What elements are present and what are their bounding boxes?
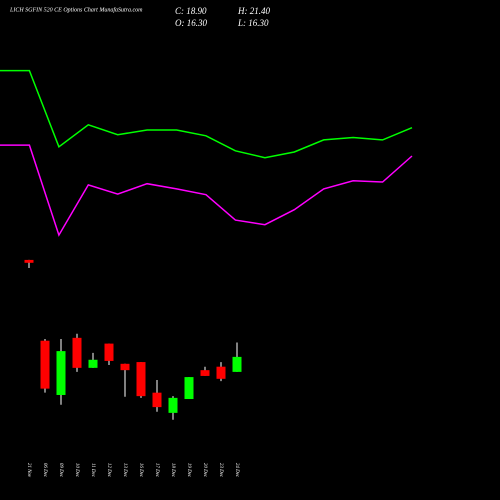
candle-body [184,377,194,400]
info-high: H: 21.40 [237,6,270,16]
x-tick-label: 24 Dec [234,463,239,478]
x-tick-label: 06 Dec [42,463,47,478]
x-tick-label: 17 Dec [154,463,159,478]
candle-body [88,359,98,368]
x-tick-label: 09 Dec [58,463,63,478]
candle-body [200,370,210,376]
x-tick-label: 23 Dec [218,463,223,478]
x-tick-label: 21 Nov [26,463,31,478]
candle-body [56,351,66,395]
candle-body [72,337,82,368]
x-tick-label: 10 Dec [74,463,79,478]
candle-body [40,340,50,389]
info-open: O: 16.30 [175,18,207,28]
info-close: C: 18.90 [175,6,207,16]
indicator-line [0,69,413,159]
x-tick-label: 11 Dec [90,463,95,478]
info-low: L: 16.30 [237,18,269,28]
x-tick-label: 13 Dec [122,463,127,478]
candle-body [168,397,178,413]
candle-body [24,259,34,263]
chart-title: LICH SGFIN 520 CE Options Chart MunafaSu… [9,6,143,13]
candle-body [216,366,226,379]
x-tick-label: 16 Dec [138,463,143,478]
x-tick-label: 18 Dec [170,463,175,478]
x-tick-label: 12 Dec [106,463,111,478]
x-tick-label: 20 Dec [202,463,207,478]
candle-body [136,362,146,397]
candle-body [152,392,162,408]
x-tick-label: 19 Dec [186,463,191,478]
indicator-line [0,144,413,237]
candle-body [104,343,114,361]
candle-body [120,363,130,371]
candle-body [232,356,242,372]
